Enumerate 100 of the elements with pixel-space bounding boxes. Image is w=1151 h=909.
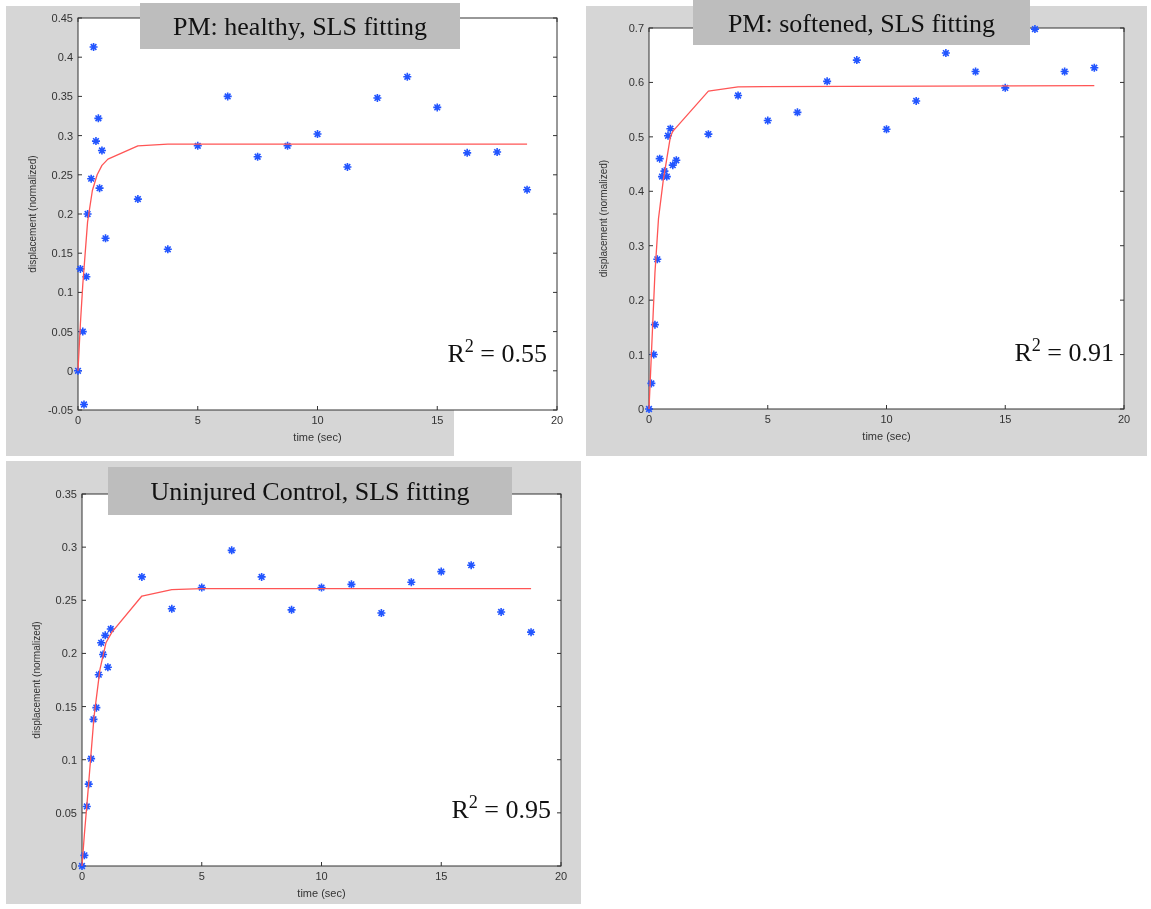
- point: [792, 107, 803, 118]
- y-tick-label: 0: [70, 860, 77, 872]
- point: [81, 271, 92, 282]
- point: [1089, 62, 1100, 73]
- point: [192, 140, 203, 151]
- y-axis-title: displacement (normalized): [31, 621, 42, 739]
- y-tick-label: 0.15: [51, 247, 73, 260]
- annotation: R$^{2}$ = 0.95: [451, 792, 551, 824]
- y-tick-label: 0.4: [57, 51, 73, 64]
- point: [133, 194, 143, 204]
- y-tick-label: 0.45: [51, 12, 73, 24]
- point: [822, 76, 832, 87]
- point: [657, 171, 667, 182]
- point: [256, 572, 267, 582]
- point: [282, 140, 293, 151]
- point: [105, 624, 116, 634]
- y-tick-label: 0.2: [57, 208, 73, 220]
- y-tick-label: 0.3: [57, 129, 73, 142]
- point: [342, 162, 353, 172]
- x-tick-label: 20: [550, 414, 564, 426]
- point: [86, 173, 96, 184]
- point: [462, 148, 472, 158]
- point: [648, 349, 659, 360]
- y-tick-label: 0.35: [55, 488, 77, 500]
- x-tick-label: 10: [311, 414, 324, 426]
- y-axis-title: displacement (normalized): [27, 155, 38, 273]
- y-tick-label: 0.2: [61, 647, 77, 660]
- point: [703, 129, 714, 139]
- y-tick-label: -0.05: [47, 404, 73, 416]
- x-tick-label: 15: [435, 870, 448, 882]
- y-tick-label: 0: [637, 403, 644, 415]
- point: [94, 183, 105, 193]
- point: [671, 155, 682, 166]
- y-tick-label: 0.05: [51, 325, 73, 338]
- point: [316, 582, 327, 593]
- chart-title: PM: healthy, SLS fitting: [173, 12, 427, 41]
- y-tick-label: 0.4: [628, 185, 644, 198]
- point: [82, 209, 93, 219]
- x-axis-title: time (sec): [862, 430, 911, 442]
- point: [103, 662, 113, 673]
- point: [73, 366, 83, 376]
- y-tick-label: 0.35: [51, 90, 73, 103]
- y-tick-label: 0.1: [57, 286, 73, 299]
- annotation: R$^{2}$ = 0.55: [447, 336, 547, 368]
- point: [492, 147, 502, 157]
- point: [663, 130, 673, 141]
- point: [1059, 66, 1070, 77]
- y-axis-title: displacement (normalized): [598, 159, 609, 278]
- point: [1000, 83, 1011, 93]
- y-tick-label: 0.6: [628, 76, 644, 89]
- x-tick-label: 0: [645, 413, 653, 425]
- y-tick-label: 0.3: [628, 239, 644, 252]
- point: [372, 93, 383, 103]
- x-axis-title: time (sec): [297, 887, 346, 899]
- x-tick-label: 20: [1117, 413, 1131, 425]
- point: [406, 577, 417, 588]
- point: [312, 129, 323, 139]
- x-tick-label: 15: [999, 413, 1012, 425]
- y-tick-label: 0.25: [55, 594, 77, 607]
- point: [665, 123, 676, 134]
- point: [941, 48, 951, 58]
- x-tick-label: 5: [194, 414, 201, 426]
- y-tick-label: 0: [66, 364, 73, 377]
- point: [496, 607, 506, 617]
- point: [163, 244, 173, 255]
- point: [733, 90, 743, 101]
- x-tick-label: 10: [880, 413, 893, 425]
- x-tick-label: 10: [315, 870, 328, 882]
- point: [432, 102, 443, 113]
- x-tick-label: 0: [78, 870, 86, 882]
- point: [436, 566, 447, 577]
- annotation: R$^{2}$ = 0.91: [1014, 335, 1114, 367]
- point: [100, 630, 111, 641]
- point: [77, 861, 87, 871]
- point: [79, 399, 89, 410]
- y-tick-label: 0.05: [55, 806, 77, 819]
- point: [100, 233, 111, 244]
- x-tick-label: 5: [764, 413, 771, 425]
- point: [91, 702, 102, 713]
- x-tick-label: 5: [198, 870, 205, 882]
- x-tick-label: 15: [431, 414, 444, 426]
- x-axis-title: time (sec): [293, 431, 342, 443]
- point: [86, 753, 96, 764]
- point: [93, 113, 104, 124]
- y-tick-label: 0.1: [61, 753, 77, 766]
- point: [522, 184, 532, 195]
- point: [970, 66, 981, 77]
- point: [196, 582, 207, 593]
- chart-title: PM: softened, SLS fitting: [727, 8, 996, 38]
- point: [75, 264, 86, 274]
- point: [881, 124, 892, 135]
- point: [97, 145, 107, 156]
- y-tick-label: 0.15: [55, 700, 77, 713]
- point: [650, 319, 660, 330]
- point: [167, 603, 177, 614]
- point: [526, 627, 536, 637]
- point: [286, 605, 297, 615]
- y-tick-label: 0.25: [51, 168, 73, 181]
- point: [644, 404, 654, 414]
- point: [93, 669, 104, 680]
